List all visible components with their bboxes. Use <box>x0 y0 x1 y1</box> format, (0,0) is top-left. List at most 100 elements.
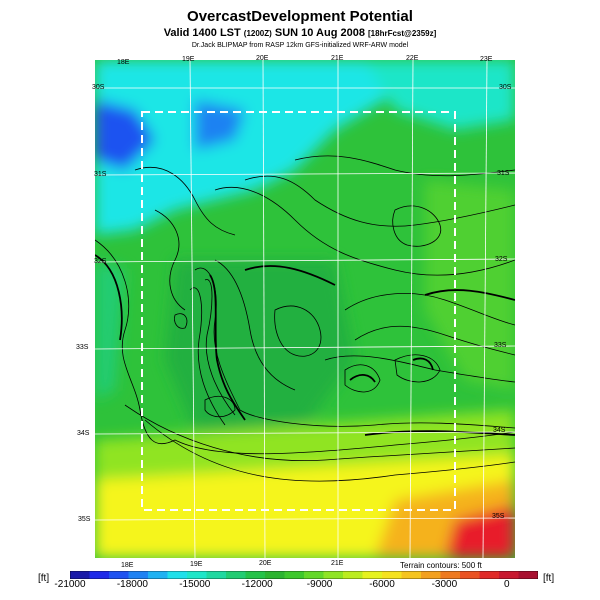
colorbar-tick-label: -15000 <box>179 579 211 590</box>
colorbar-swatch <box>518 571 538 579</box>
contour-range-3 <box>189 287 226 426</box>
lon-label-bottom: 19E <box>190 561 203 568</box>
contour-north-1 <box>214 186 515 276</box>
field-blue-west <box>95 100 155 170</box>
lon-label-top: 22E <box>406 55 419 62</box>
lat-label-right: 33S <box>494 342 507 349</box>
colorbar-unit-right: [ft] <box>543 573 555 584</box>
colorbar-swatch <box>479 571 500 579</box>
field-darkgreen-center <box>165 260 355 440</box>
valid-date: SUN 10 Aug 2008 <box>274 27 365 39</box>
colorbar-swatch <box>382 571 402 579</box>
lat-label-right: 35S <box>492 513 505 520</box>
contour-extra-1 <box>274 305 322 357</box>
contour-north-2 <box>244 175 515 227</box>
field-lightgreen-east <box>425 180 515 390</box>
colorbar-swatch <box>148 571 168 579</box>
lon-label-top: 20E <box>256 55 269 62</box>
colorbar-tick-label: 0 <box>504 579 510 590</box>
map-title: OvercastDevelopment Potential <box>187 8 413 25</box>
contour-heavy-2 <box>209 274 246 421</box>
colorbar-swatch <box>343 571 363 579</box>
contour-ridge-loop-2 <box>394 354 441 383</box>
contour-heavy-6 <box>412 357 434 371</box>
colorbar-swatch <box>128 571 149 579</box>
lon-label-top: 23E <box>480 56 493 63</box>
lon-label-bottom: 21E <box>331 560 344 567</box>
lon-label-top: 19E <box>182 56 195 63</box>
lat-label-right: 32S <box>495 256 508 263</box>
lon-label-bottom: 18E <box>121 562 134 569</box>
utc-time: (1200Z) <box>243 29 272 38</box>
contour-east-3 <box>324 355 515 383</box>
contour-heavy-3 <box>244 265 336 286</box>
colorbar-swatch <box>187 571 207 579</box>
colorbar-swatch <box>401 571 422 579</box>
contour-ridge-loop-4 <box>174 313 188 329</box>
forecast-map <box>95 60 515 558</box>
lat-line-35s <box>95 517 515 521</box>
contour-east-1 <box>344 293 515 326</box>
lon-line-23e <box>482 60 488 558</box>
terrain-contour-note: Terrain contours: 500 ft <box>400 561 482 570</box>
contour-north-3 <box>294 155 515 177</box>
colorbar-tick-label: -6000 <box>369 579 395 590</box>
lat-label-right: 34S <box>493 427 506 434</box>
terrain-contours-heavy <box>95 254 515 436</box>
colorbar-tick-label: -3000 <box>431 579 458 590</box>
contour-heavy-5 <box>349 374 376 383</box>
contour-range-4 <box>214 259 296 391</box>
lon-line-19e <box>189 60 196 558</box>
field-cyan-west <box>95 60 395 235</box>
forecast-field <box>95 60 515 558</box>
colorbar-swatch <box>323 571 344 579</box>
contour-ridge-loop-3 <box>204 396 236 418</box>
contour-south-1 <box>124 404 515 462</box>
contour-extra-2 <box>392 205 442 247</box>
terrain-contours <box>95 155 515 482</box>
lon-label-bottom: 20E <box>259 560 272 567</box>
contour-heavy-1 <box>95 254 123 341</box>
colorbar-tick-label: -12000 <box>241 579 273 590</box>
lon-label-top: 18E <box>117 59 130 66</box>
colorbar-tick-label: -9000 <box>306 579 333 590</box>
model-credit: Dr.Jack BLIPMAP from RASP 12km GFS-initi… <box>191 42 409 49</box>
colorbar-swatch <box>70 571 90 579</box>
contour-west-1 <box>154 209 186 311</box>
lat-lon-grid <box>95 60 515 558</box>
colorbar-swatch <box>284 571 305 579</box>
contour-east-2 <box>354 325 515 356</box>
inner-domain-box <box>141 111 456 511</box>
colorbar-swatch <box>89 571 110 579</box>
colorbar <box>70 571 538 579</box>
lat-line-31s <box>95 172 515 176</box>
colorbar-swatch <box>499 571 519 579</box>
lat-label-left: 31S <box>94 171 107 178</box>
contour-west-2 <box>134 166 236 236</box>
colorbar-swatch <box>265 571 285 579</box>
colorbar-swatch <box>167 571 188 579</box>
contour-south-2 <box>144 419 515 482</box>
colorbar-swatch <box>109 571 129 579</box>
lon-line-20e <box>262 60 266 558</box>
contour-heavy-4 <box>424 289 515 301</box>
colorbar-swatch <box>440 571 461 579</box>
colorbar-swatch <box>226 571 246 579</box>
lat-line-34s <box>95 431 515 435</box>
field-cyan-sw <box>95 260 125 400</box>
colorbar-unit-left: [ft] <box>38 573 50 584</box>
lat-label-right: 31S <box>497 170 510 177</box>
lat-label-left: 34S <box>77 430 90 437</box>
map-subtitle: Valid 1400 LST (1200Z) SUN 10 Aug 2008 [… <box>0 27 600 39</box>
lat-label-left: 30S <box>92 84 105 91</box>
colorbar-swatch <box>206 571 227 579</box>
colorbar-tick-label: -21000 <box>54 579 86 590</box>
coast-contour <box>95 239 515 455</box>
forecast-info: [18hrFcst@2359z] <box>368 29 437 38</box>
lat-label-right: 30S <box>499 84 512 91</box>
contour-range-2 <box>204 279 236 416</box>
lon-line-22e <box>409 60 414 558</box>
contour-ridge-loop-1 <box>344 364 381 393</box>
colorbar-swatch <box>362 571 383 579</box>
lat-label-left: 33S <box>76 344 89 351</box>
